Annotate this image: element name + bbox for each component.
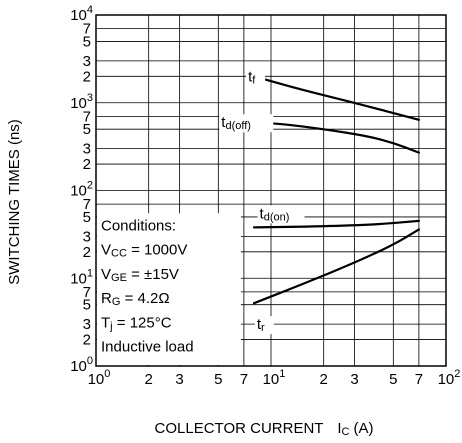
condition-line: Tj = 125°C <box>101 314 172 332</box>
curve-label-bg <box>254 316 274 335</box>
condition-line: RG = 4.2Ω <box>101 290 170 308</box>
y-tick-label: 102 <box>70 180 93 200</box>
condition-line: VGE = ±15V <box>101 266 179 284</box>
condition-line: Inductive load <box>101 339 194 356</box>
curve-tdoff <box>252 121 420 154</box>
x-axis-symbol: I <box>337 420 341 437</box>
y-tick-label: 100 <box>70 355 93 375</box>
y-tick-label: 7 <box>83 21 91 38</box>
x-tick-label: 3 <box>350 371 358 388</box>
curve-label-tr: tr <box>257 316 265 334</box>
y-tick-label: 3 <box>83 141 91 158</box>
y-tick-label: 103 <box>70 92 93 112</box>
x-tick-label: 100 <box>88 368 111 388</box>
curve-label-bg <box>257 205 305 224</box>
x-tick-label: 102 <box>438 368 461 388</box>
curve-label-tdoff: td(off) <box>221 114 251 132</box>
y-tick-label: 5 <box>83 33 91 50</box>
curve-label-bg <box>219 114 274 133</box>
x-tick-label: 101 <box>263 368 286 388</box>
y-tick-label: 104 <box>70 4 93 24</box>
x-axis-symbol-sub: C <box>342 426 350 438</box>
y-tick-label: 5 <box>83 121 91 138</box>
curve-tr <box>252 228 420 305</box>
x-tick-label: 3 <box>175 371 183 388</box>
x-tick-label: 2 <box>145 371 153 388</box>
y-tick-label: 3 <box>83 53 91 70</box>
y-tick-label: 3 <box>83 316 91 333</box>
plot-frame <box>95 14 447 367</box>
curve-tdon <box>252 219 420 229</box>
y-tick-label: 7 <box>83 108 91 125</box>
y-tick-label: 101 <box>70 267 93 287</box>
y-tick-label: 2 <box>83 244 91 261</box>
curve-label-tdon: td(on) <box>260 205 290 223</box>
x-axis-label: COLLECTOR CURRENT IC (A) <box>155 420 374 438</box>
x-tick-label: 2 <box>320 371 328 388</box>
x-axis-label-text: COLLECTOR CURRENT <box>155 420 324 437</box>
conditions-box: Conditions: VCC = 1000V VGE = ±15V RG = 4.2… <box>97 213 241 365</box>
y-tick-label: 5 <box>83 209 91 226</box>
curve-labels: tf td(off) td(on) tr <box>219 68 305 335</box>
y-tick-label: 2 <box>83 68 91 85</box>
condition-line: VCC = 1000V <box>101 242 187 260</box>
y-axis-label: SWITCHING TIMES (ns) <box>6 119 23 285</box>
curve-label-tf: tf <box>248 68 256 86</box>
y-tick-label: 7 <box>83 284 91 301</box>
x-tick-label: 5 <box>214 371 222 388</box>
x-axis-unit: (A) <box>353 420 373 437</box>
x-tick-label: 7 <box>415 371 423 388</box>
y-tick-label: 7 <box>83 196 91 213</box>
curve-tf <box>252 75 420 121</box>
condition-line: Conditions: <box>101 217 176 234</box>
x-tick-label: 7 <box>240 371 248 388</box>
conditions-background <box>97 213 241 365</box>
y-tick-label: 3 <box>83 228 91 245</box>
y-tick-label: 2 <box>83 332 91 349</box>
curves <box>252 75 420 305</box>
x-tick-label: 5 <box>389 371 397 388</box>
curve-label-bg <box>246 68 266 87</box>
y-tick-label: 5 <box>83 297 91 314</box>
y-tick-label: 2 <box>83 156 91 173</box>
x-tick-labels: 100 2 3 5 7 101 2 3 5 7 102 <box>88 368 461 388</box>
